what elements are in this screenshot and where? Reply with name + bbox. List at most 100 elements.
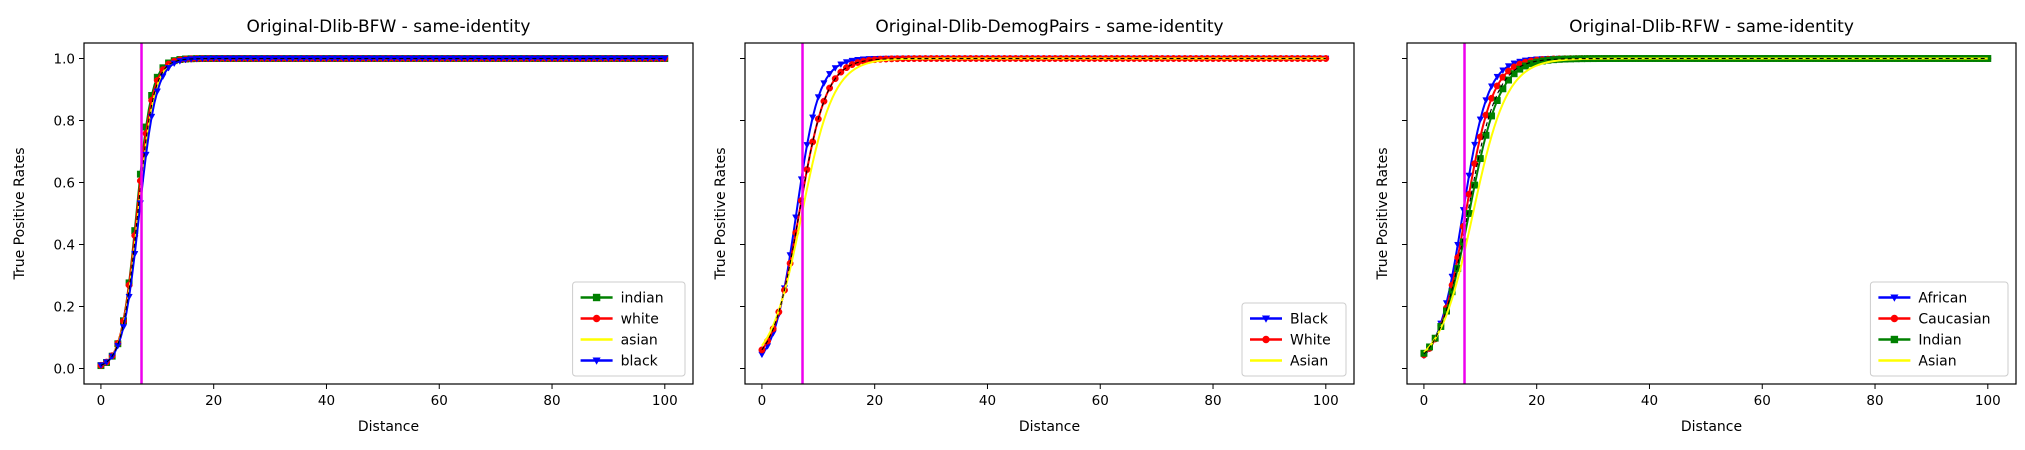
- legend: African Caucasian Indian Asian: [1869, 281, 2009, 377]
- data-point: [842, 59, 851, 66]
- data-point: [848, 57, 856, 65]
- data-point: [1476, 155, 1484, 163]
- x-tick-label: 0: [758, 393, 767, 409]
- data-point: [1488, 112, 1496, 120]
- x-tick-label: 40: [318, 393, 335, 409]
- mean-curve: [100, 57, 665, 366]
- legend-marker: [1890, 335, 1899, 344]
- y-tick-label: 0.0: [54, 362, 75, 378]
- mean-curve: [761, 57, 1326, 351]
- y-tick-label: 0.8: [54, 114, 75, 130]
- data-point: [1504, 63, 1513, 70]
- data-point: [176, 58, 184, 65]
- legend-label-asian: Asian: [1918, 354, 1956, 370]
- data-point: [814, 94, 822, 101]
- x-tick-label: 80: [1866, 393, 1883, 409]
- x-axis-label: Distance: [1681, 419, 1742, 435]
- data-point: [1465, 172, 1473, 180]
- data-point: [1482, 97, 1490, 104]
- x-tick-label: 40: [1641, 393, 1658, 409]
- x-tick-label: 20: [205, 393, 222, 409]
- data-point: [837, 61, 845, 69]
- data-point: [1471, 181, 1479, 189]
- legend: indian white asian black: [572, 281, 686, 377]
- series-line-black: [761, 57, 1326, 356]
- data-point: [809, 114, 817, 122]
- x-tick-label: 100: [1975, 393, 2001, 409]
- x-tick-label: 60: [1754, 393, 1771, 409]
- series-line-white: [761, 57, 1326, 351]
- data-point: [153, 88, 161, 96]
- legend-label-white: White: [1290, 333, 1331, 349]
- data-point: [792, 214, 800, 222]
- series-line-asian: [1423, 57, 1988, 354]
- chart-panel-1: Original-Dlib-BFW - same-identity 0 20 40 60…: [12, 17, 694, 435]
- x-tick-label: 0: [97, 393, 106, 409]
- legend-label-white: white: [621, 312, 659, 328]
- data-point: [825, 71, 834, 78]
- data-point: [1476, 116, 1484, 124]
- data-point: [1493, 97, 1501, 105]
- data-point: [119, 324, 128, 331]
- y-tick-label: 0.4: [54, 238, 75, 254]
- legend-marker: [1262, 335, 1270, 344]
- legend-label-black: black: [621, 354, 659, 370]
- y-axis-label: True Positive Rates: [1375, 147, 1391, 280]
- data-point: [1482, 131, 1490, 139]
- chart-panel-3: Original-Dlib-RFW - same-identity 0 20 40 60…: [1375, 17, 2017, 435]
- x-tick-label: 80: [1204, 393, 1221, 409]
- x-axis-label: Distance: [1019, 419, 1080, 435]
- legend-marker: [592, 314, 601, 323]
- legend-marker: [1261, 315, 1271, 323]
- legend-label-asian: Asian: [1290, 354, 1328, 370]
- legend-label-indian: Indian: [1918, 333, 1961, 349]
- x-tick-label: 40: [979, 393, 996, 409]
- data-point: [803, 142, 811, 149]
- data-point: [125, 293, 133, 301]
- y-axis-label: True Positive Rates: [12, 147, 28, 280]
- y-tick-label: 1.0: [54, 52, 75, 68]
- legend-label-black: Black: [1290, 312, 1329, 328]
- data-point: [1465, 210, 1473, 217]
- legend-label-asian: asian: [621, 333, 658, 349]
- x-tick-label: 100: [652, 393, 678, 409]
- legend-label-indian: indian: [621, 291, 664, 307]
- data-point: [1471, 141, 1479, 149]
- y-axis-label: True Positive Rates: [713, 147, 729, 280]
- x-tick-label: 0: [1420, 393, 1429, 409]
- x-tick-label: 80: [543, 393, 560, 409]
- legend-label-caucasian: Caucasian: [1918, 312, 1990, 328]
- y-tick-label: 0.2: [54, 300, 75, 316]
- chart-title: Original-Dlib-BFW - same-identity: [247, 17, 531, 37]
- legend-marker: [592, 357, 601, 365]
- axes-frame: [1406, 42, 2017, 385]
- data-point: [181, 56, 190, 64]
- data-point: [1493, 73, 1501, 81]
- x-tick-label: 20: [866, 393, 883, 409]
- x-tick-label: 20: [1528, 393, 1545, 409]
- data-point: [1499, 67, 1507, 75]
- y-tick-label: 0.6: [54, 176, 75, 192]
- x-axis-label: Distance: [358, 419, 419, 435]
- axes-frame: [83, 42, 694, 385]
- x-tick-label: 60: [1092, 393, 1109, 409]
- data-point: [1499, 85, 1507, 93]
- data-point: [826, 84, 834, 92]
- legend-box: [572, 281, 686, 377]
- data-point: [820, 80, 828, 87]
- chart-title: Original-Dlib-DemogPairs - same-identity: [875, 17, 1223, 37]
- legend: Black White Asian: [1241, 302, 1347, 377]
- chart-title: Original-Dlib-RFW - same-identity: [1569, 17, 1854, 37]
- axes-frame: [744, 42, 1355, 385]
- series-line-asian: [761, 57, 1326, 347]
- chart-panel-2: Original-Dlib-DemogPairs - same-identity…: [713, 17, 1355, 435]
- legend-box: [1241, 302, 1347, 377]
- data-point: [809, 138, 817, 146]
- data-point: [1487, 83, 1496, 90]
- data-point: [661, 55, 669, 63]
- legend-marker: [1890, 294, 1899, 302]
- legend-marker: [1890, 314, 1899, 323]
- data-point: [820, 97, 828, 105]
- data-point: [1505, 76, 1512, 84]
